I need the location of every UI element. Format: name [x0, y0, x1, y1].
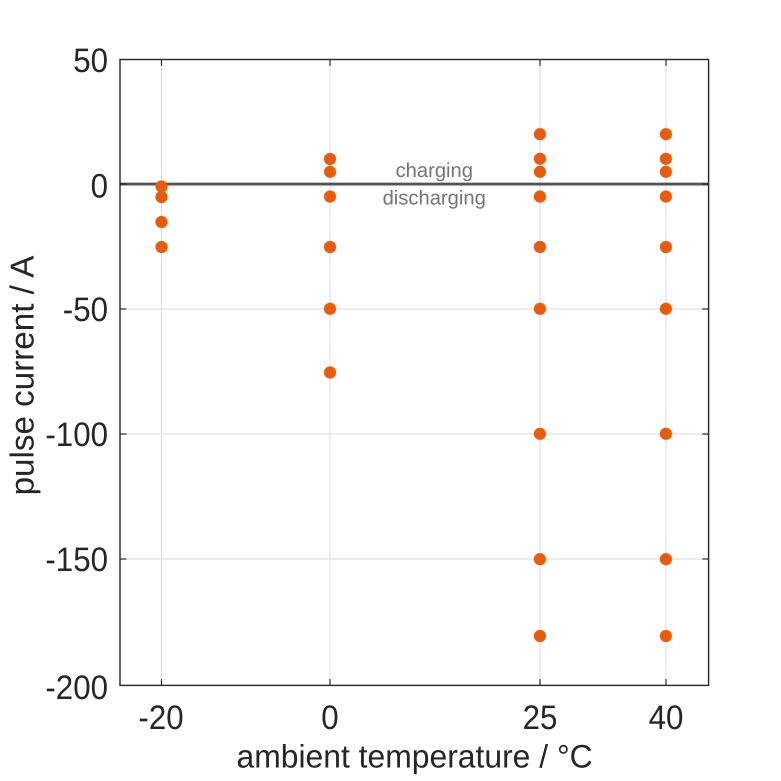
svg-text:charging: charging: [396, 160, 473, 182]
svg-text:40: 40: [649, 699, 684, 737]
svg-text:-200: -200: [45, 669, 108, 707]
svg-text:-100: -100: [45, 416, 108, 454]
svg-text:discharging: discharging: [383, 187, 486, 209]
svg-text:50: 50: [73, 42, 108, 80]
svg-text:25: 25: [523, 699, 558, 737]
svg-text:0: 0: [321, 699, 338, 737]
svg-text:pulse current / A: pulse current / A: [5, 255, 42, 496]
svg-text:-50: -50: [63, 291, 108, 329]
svg-text:ambient temperature / °C: ambient temperature / °C: [237, 738, 593, 774]
svg-text:-20: -20: [138, 699, 183, 737]
svg-text:-150: -150: [45, 541, 108, 579]
svg-text:0: 0: [91, 168, 108, 206]
